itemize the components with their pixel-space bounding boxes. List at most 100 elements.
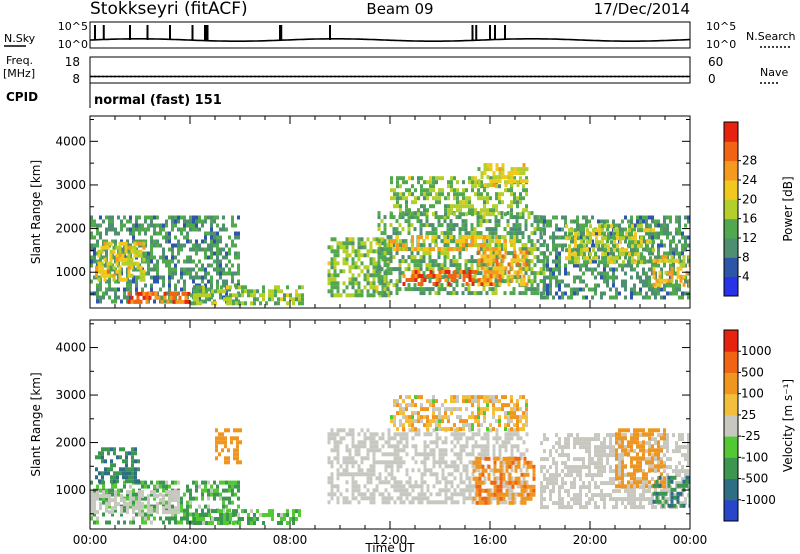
heatmap-cell [105,215,108,220]
heatmap-cell [137,467,140,472]
heatmap-cell [477,428,481,433]
heatmap-cell [589,236,592,241]
heatmap-cell [177,219,180,224]
heatmap-cell [423,278,427,282]
heatmap-cell [527,275,531,280]
heatmap-cell [215,436,218,441]
heatmap-cell [444,488,448,493]
heatmap-cell [404,239,408,244]
heatmap-cell [473,291,477,296]
heatmap-cell [549,497,552,502]
heatmap-cell [462,448,466,453]
heatmap-cell [425,267,429,272]
heatmap-cell [483,163,487,168]
heatmap-cell [601,256,604,261]
heatmap-cell [480,282,484,286]
heatmap-cell [90,247,93,252]
heatmap-cell [591,259,594,264]
heatmap-cell [298,301,301,306]
heatmap-cell [390,468,394,473]
heatmap-cell [96,283,99,288]
heatmap-cell [210,215,213,220]
heatmap-cell [348,500,352,505]
heatmap-cell [116,455,119,460]
heatmap-cell [141,490,144,495]
heatmap-cell [351,472,355,477]
heatmap-cell [510,266,514,271]
heatmap-cell [383,255,387,260]
heatmap-cell [342,472,346,477]
heatmap-cell [437,223,441,228]
heatmap-cell [183,227,186,232]
heatmap-cell [357,257,361,262]
heatmap-cell [129,490,132,495]
heatmap-cell [574,252,577,257]
heatmap-cell [423,472,427,477]
heatmap-cell [422,223,426,228]
heatmap-cell [474,239,477,244]
heatmap-cell [666,223,669,228]
heatmap-cell [423,180,426,185]
heatmap-cell [414,188,417,193]
heatmap-cell [420,212,423,217]
heatmap-cell [558,267,561,272]
heatmap-cell [495,167,499,172]
heatmap-cell [396,452,400,457]
heatmap-cell [183,287,186,292]
heatmap-cell [216,267,219,272]
heatmap-cell [339,472,343,477]
heatmap-cell [450,278,454,282]
heatmap-cell [213,496,216,501]
heatmap-cell [637,224,640,229]
heatmap-cell [360,428,364,433]
heatmap-cell [129,484,132,489]
heatmap-cell [280,297,283,302]
heatmap-cell [429,423,432,428]
heatmap-cell [210,235,213,240]
heatmap-cell [153,231,156,236]
heatmap-cell [410,255,414,260]
heatmap-cell [455,243,459,248]
heatmap-cell [429,270,433,274]
heatmap-cell [432,212,435,217]
heatmap-cell [411,419,414,424]
heatmap-cell [513,415,516,420]
heatmap-cell [414,484,418,489]
heatmap-cell [247,513,250,517]
heatmap-cell [390,460,394,465]
heatmap-cell [523,472,527,477]
heatmap-cell [606,239,609,244]
heatmap-cell [529,460,533,465]
heatmap-cell [387,460,391,465]
heatmap-cell [558,489,561,494]
heatmap-cell [472,460,476,465]
heatmap-cell [527,251,531,256]
heatmap-cell [134,467,137,472]
heatmap-cell [513,407,516,412]
heatmap-cell [104,273,107,278]
heatmap-cell [432,196,435,201]
heatmap-cell [513,492,517,497]
heatmap-cell [389,291,393,296]
heatmap-cell [431,271,435,276]
heatmap-cell [474,235,477,240]
heatmap-cell [218,440,221,445]
heatmap-cell [637,240,640,245]
heatmap-cell [507,496,511,501]
heatmap-cell [504,183,508,188]
heatmap-cell [525,419,528,424]
heatmap-cell [685,270,689,275]
heatmap-cell [336,460,340,465]
heatmap-cell [516,254,520,259]
heatmap-cell [522,208,525,213]
heatmap-cell [510,476,514,481]
heatmap-cell [348,269,352,274]
heatmap-cell [530,247,534,252]
heatmap-cell [277,301,280,306]
heatmap-cell [634,232,637,237]
heatmap-cell [417,180,420,185]
heatmap-cell [501,175,505,180]
heatmap-cell [432,428,436,433]
heatmap-cell [484,456,488,461]
heatmap-cell [549,291,552,296]
